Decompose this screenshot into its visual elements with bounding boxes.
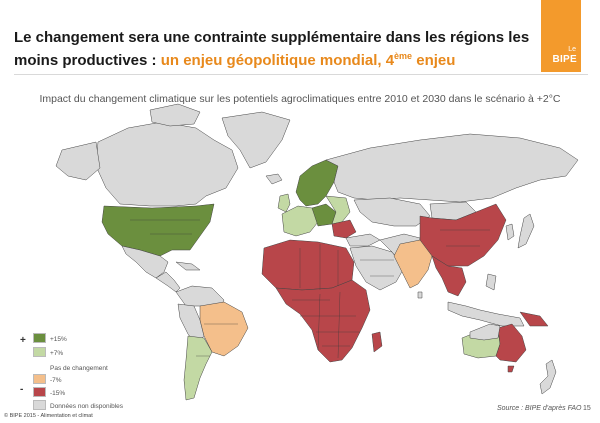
legend-label-plus-7: +7% [50, 350, 64, 357]
region-central-asia [353, 197, 431, 227]
title-accent-text: un enjeu géopolitique mondial, 4 [160, 52, 395, 69]
page-number: 15 [583, 405, 591, 412]
region-arctic-islands [149, 103, 201, 127]
title-divider [14, 74, 588, 75]
map-subtitle: Impact du changement climatique sur les … [39, 93, 561, 105]
title-line-1: Le changement sera une contrainte supplé… [14, 29, 530, 46]
region-alaska [55, 141, 101, 181]
region-mexico [121, 245, 169, 279]
title-superscript: ème [394, 51, 413, 61]
title-line-2-prefix: moins productives : [14, 52, 161, 69]
region-iceland [265, 173, 283, 185]
region-usa [101, 203, 215, 257]
region-australia-east [495, 323, 527, 363]
region-southeast-asia [431, 255, 467, 297]
region-western-europe [281, 205, 319, 237]
footer-copyright: © BIPE 2015 - Alimentation et climat [4, 413, 93, 419]
region-caribbean [175, 261, 201, 271]
region-north-africa [261, 239, 355, 291]
legend-label-no-data: Données non disponibles [50, 403, 123, 410]
region-new-zealand [539, 359, 557, 395]
country-borders [130, 219, 490, 359]
region-madagascar [371, 331, 383, 353]
region-australia-south [469, 323, 501, 341]
legend-swatch-minus-15 [33, 387, 46, 397]
region-india [393, 239, 433, 289]
legend-label-no-change: Pas de changement [50, 365, 108, 372]
region-sub-saharan-africa [275, 279, 371, 363]
region-balkans [331, 219, 357, 239]
region-brazil [199, 301, 249, 357]
region-canada [95, 121, 239, 207]
region-papua [519, 311, 549, 327]
page-title: Le changement sera une contrainte supplé… [14, 28, 534, 70]
region-greenland [221, 111, 291, 169]
region-sri-lanka [417, 291, 423, 299]
region-central-america [155, 271, 181, 293]
region-uk [277, 193, 291, 213]
region-turkey [345, 233, 381, 247]
legend-swatch-minus-7 [33, 374, 46, 384]
region-russia [325, 133, 579, 203]
region-indonesia [447, 301, 525, 327]
title-accent-end: enjeu [412, 52, 456, 69]
logo-name: BIPE [552, 54, 577, 65]
title-accent: un enjeu géopolitique mondial, 4ème enje… [160, 51, 456, 69]
legend-label-plus-15: +15% [50, 336, 67, 343]
region-japan [517, 213, 535, 249]
region-middle-east [349, 245, 405, 291]
bipe-logo: Le BIPE [541, 0, 581, 72]
legend-label-minus-7: -7% [50, 377, 62, 384]
logo-small-text: Le [568, 46, 576, 53]
legend-plus-sign: + [20, 335, 26, 346]
legend-swatch-no-data [33, 400, 46, 410]
region-tasmania [507, 365, 515, 373]
legend-label-minus-15: -15% [50, 390, 66, 397]
legend-swatch-plus-15 [33, 333, 46, 343]
region-korea [505, 223, 515, 241]
legend-minus-sign: - [20, 384, 24, 395]
region-philippines [485, 273, 497, 291]
legend-swatch-plus-7 [33, 347, 46, 357]
source-note: Source : BIPE d'après FAO [497, 405, 582, 412]
region-southern-cone [183, 335, 213, 401]
